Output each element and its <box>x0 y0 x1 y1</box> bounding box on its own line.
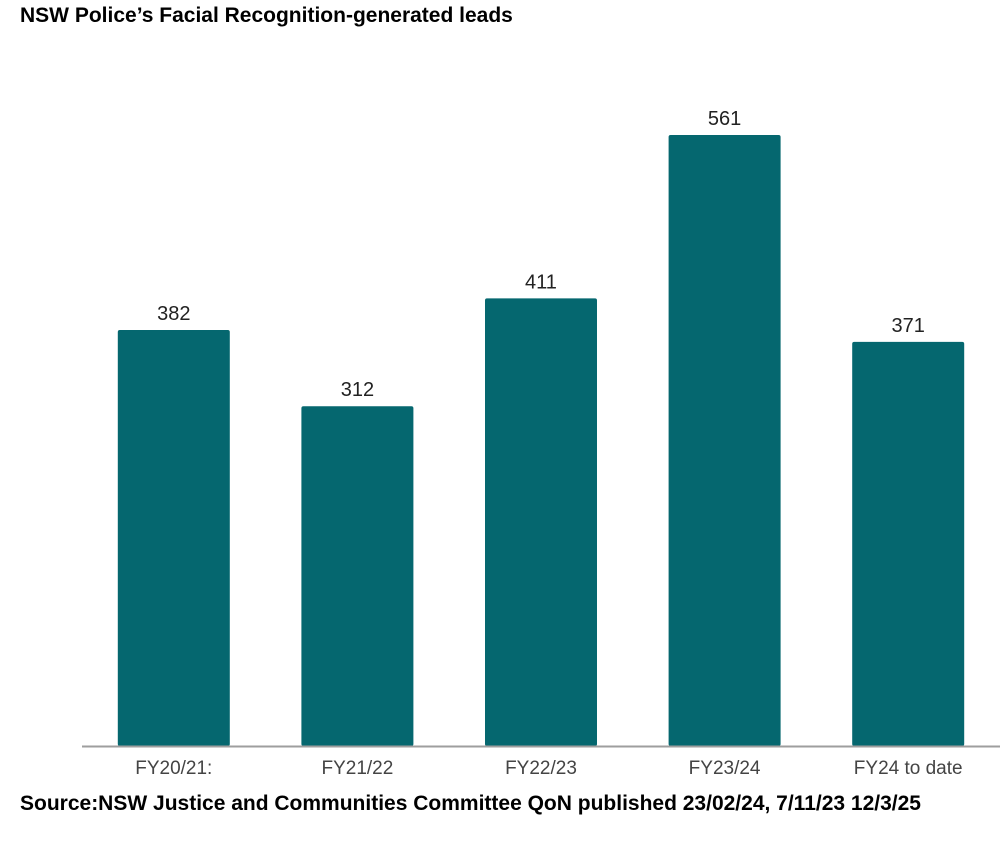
x-tick-label-4: FY24 to date <box>854 758 963 779</box>
x-tick-label-0: FY20/21: <box>135 758 212 779</box>
bar-3 <box>668 135 781 746</box>
bar-2 <box>485 298 597 746</box>
x-tick-label-2: FY22/23 <box>505 758 577 779</box>
x-tick-label-3: FY23/24 <box>689 758 761 779</box>
bar-1 <box>301 406 414 746</box>
data-label-1: 312 <box>341 379 374 401</box>
data-label-4: 371 <box>892 315 925 337</box>
data-label-2: 411 <box>525 271 557 293</box>
data-label-0: 382 <box>157 303 190 325</box>
bar-4 <box>852 341 965 746</box>
x-tick-label-1: FY21/22 <box>321 758 393 779</box>
source-note: Source:NSW Justice and Communities Commi… <box>20 792 921 815</box>
chart-title: NSW Police’s Facial Recognition-generate… <box>20 4 513 27</box>
data-label-3: 561 <box>708 108 741 130</box>
bar-0 <box>117 330 230 746</box>
